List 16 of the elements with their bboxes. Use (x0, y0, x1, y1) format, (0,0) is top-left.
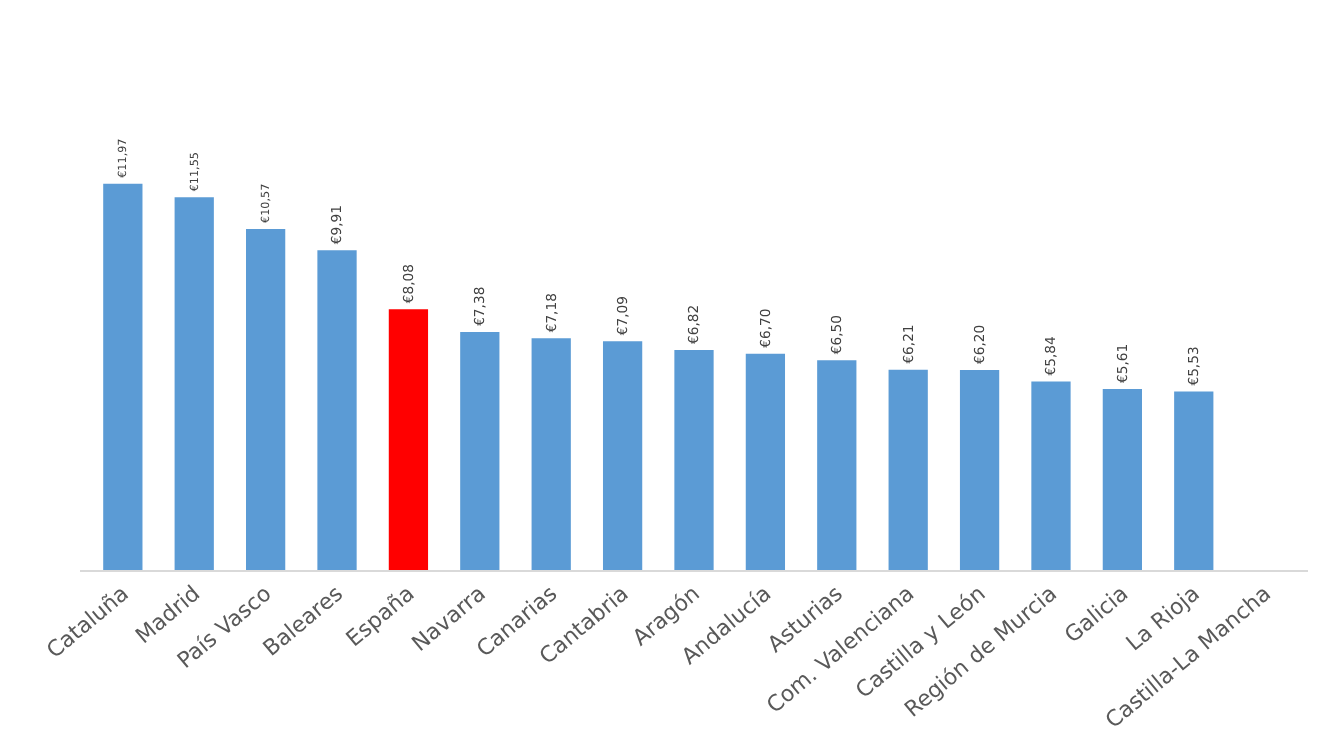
bar (817, 360, 857, 570)
bar (745, 353, 786, 570)
bar (1102, 389, 1142, 570)
bar (674, 349, 714, 570)
bar (1174, 391, 1214, 570)
bar (959, 369, 1000, 570)
bar (317, 250, 357, 570)
bar (388, 309, 429, 570)
bar (246, 228, 286, 570)
bar (103, 183, 143, 570)
bar (460, 331, 500, 570)
bar (1031, 381, 1071, 570)
bar (531, 338, 571, 570)
bar (602, 341, 643, 570)
bar (174, 197, 214, 570)
bar (888, 369, 928, 570)
